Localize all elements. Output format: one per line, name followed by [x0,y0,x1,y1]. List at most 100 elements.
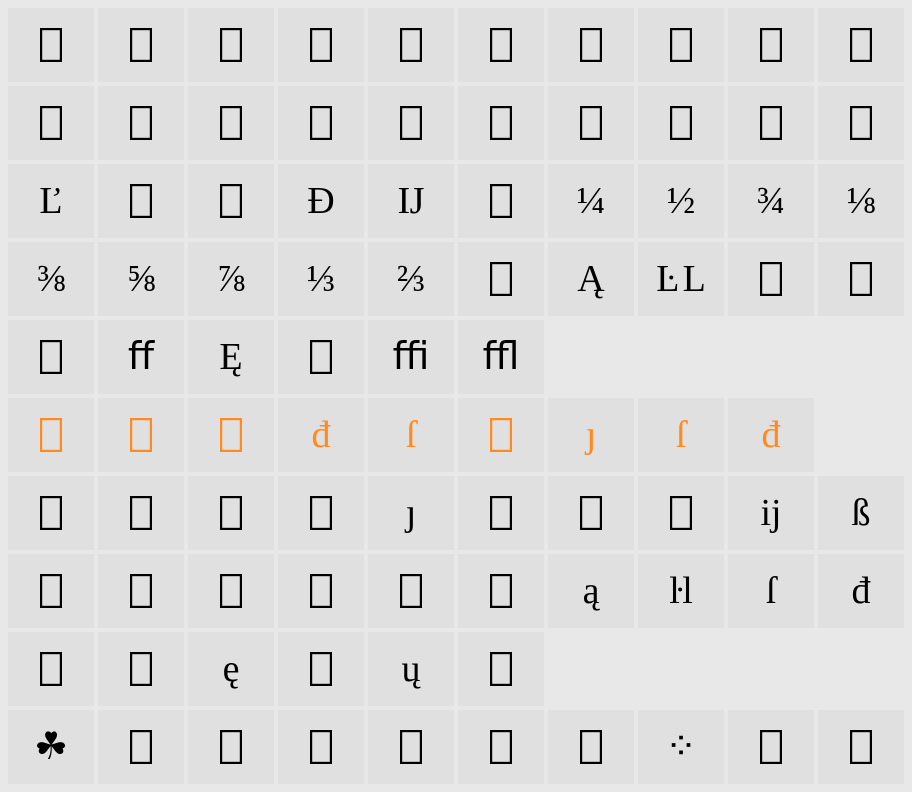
glyph: đ [312,416,331,454]
glyph-cell [728,242,814,316]
glyph-cell [278,320,364,394]
glyph-cell: ſ [368,398,454,472]
glyph-cell: ĳ [728,476,814,550]
glyph-cell [8,8,94,82]
glyph: Ĳ [398,182,425,220]
glyph: đ [762,416,781,454]
glyph-cell [458,554,544,628]
glyph-cell: ⅞ [188,242,274,316]
glyph-cell [98,86,184,160]
glyph-cell [548,320,634,394]
glyph-cell: ⅔ [368,242,454,316]
glyph-cell: ȷ [368,476,454,550]
glyph-cell [368,554,454,628]
glyph-cell [188,164,274,238]
glyph: Ą [577,260,604,298]
glyph-cell [188,398,274,472]
glyph-cell [548,8,634,82]
glyph-cell [188,476,274,550]
glyph: ſ [406,416,417,454]
glyph: ☘ [34,728,68,766]
glyph-cell [638,86,724,160]
glyph-cell: ﬄ [458,320,544,394]
glyph-cell: Ľ [8,164,94,238]
glyph: ⅛ [847,182,876,220]
glyph-cell [458,476,544,550]
glyph: ﬀ [128,338,154,376]
glyph-cell: ⅜ [8,242,94,316]
glyph-cell [458,398,544,472]
glyph-cell [638,8,724,82]
glyph: ȷ [586,416,597,454]
glyph-cell: ſ [638,398,724,472]
glyph-cell [278,86,364,160]
glyph-cell: Đ [278,164,364,238]
glyph-cell: đ [818,554,904,628]
glyph-cell [278,554,364,628]
glyph-cell [818,632,904,706]
glyph-cell [818,242,904,316]
glyph-cell [728,86,814,160]
glyph: ﬃ [393,338,430,376]
glyph-cell [368,8,454,82]
glyph-cell: đ [728,398,814,472]
glyph: ſ [676,416,687,454]
glyph-cell [818,8,904,82]
glyph-cell [638,632,724,706]
glyph: ⅔ [397,260,426,298]
glyph-cell [278,632,364,706]
glyph-cell: ⅛ [818,164,904,238]
glyph-cell: Ĳ [368,164,454,238]
glyph-cell [98,632,184,706]
glyph-cell: ⅓ [278,242,364,316]
glyph-cell: ☘ [8,710,94,784]
glyph-cell [818,86,904,160]
glyph-cell [188,710,274,784]
glyph-cell [458,710,544,784]
glyph: Ŀ L [656,260,706,298]
glyph-cell: ę [188,632,274,706]
glyph-cell [8,476,94,550]
glyph-cell: đ [278,398,364,472]
glyph-cell: Ŀ L [638,242,724,316]
glyph-cell [458,242,544,316]
glyph: ŀl [669,572,693,610]
glyph-cell: ﬀ [98,320,184,394]
glyph: ⅜ [37,260,66,298]
glyph: ¾ [757,182,786,220]
glyph-cell [458,632,544,706]
glyph: ĳ [761,494,782,532]
glyph-cell: ſ [728,554,814,628]
glyph-cell [98,398,184,472]
glyph-cell [548,710,634,784]
glyph-cell: ﬃ [368,320,454,394]
glyph-cell [638,476,724,550]
glyph: ȷ [406,494,417,532]
glyph-cell: ⅝ [98,242,184,316]
glyph: ¼ [577,182,606,220]
glyph: Ľ [39,182,62,220]
glyph-cell [8,554,94,628]
glyph-cell [818,398,904,472]
glyph-cell [818,710,904,784]
glyph: ſ [766,572,777,610]
glyph: ß [852,494,871,532]
glyph-cell [548,86,634,160]
glyph-cell: ą [548,554,634,628]
glyph-cell [368,710,454,784]
glyph-cell [728,710,814,784]
glyph-cell: Ą [548,242,634,316]
glyph-cell: ß [818,476,904,550]
glyph-cell [278,476,364,550]
glyph-cell: ų [368,632,454,706]
glyph: ½ [667,182,696,220]
glyph-cell: ȷ [548,398,634,472]
glyph-grid: ĽĐĲ¼½¾⅛⅜⅝⅞⅓⅔ĄĿ LﬀĘﬃﬄđſȷſđȷĳßąŀlſđęų☘⁘ [0,0,912,792]
glyph-cell [638,320,724,394]
glyph-cell [728,320,814,394]
glyph-cell [8,320,94,394]
glyph-cell [548,476,634,550]
glyph: ų [402,650,421,688]
glyph: ﬄ [483,338,520,376]
glyph-cell [548,632,634,706]
